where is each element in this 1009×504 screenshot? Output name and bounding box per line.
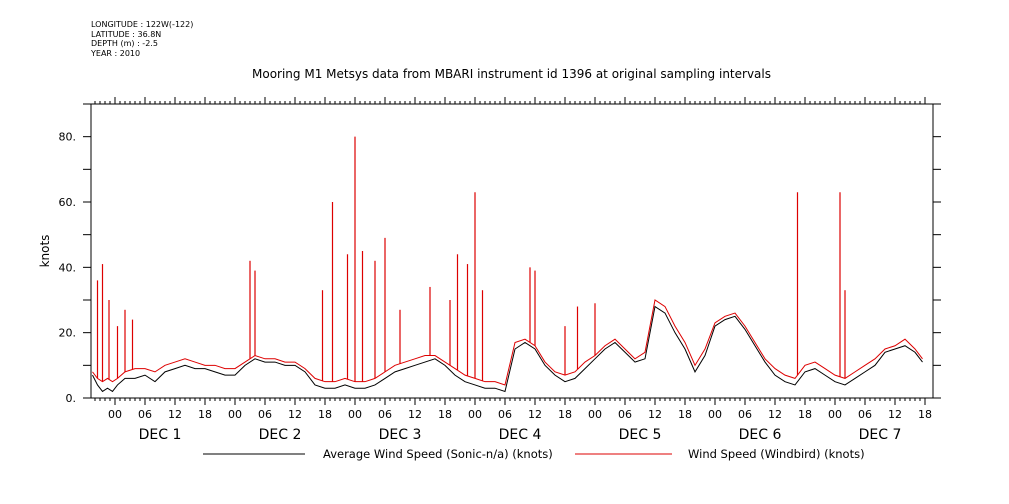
x-tick-label: 12 xyxy=(888,408,902,421)
plot-frame xyxy=(90,103,934,399)
x-tick-label: 12 xyxy=(168,408,182,421)
day-label: DEC 2 xyxy=(259,427,302,443)
windbird-spikes xyxy=(96,136,846,382)
day-label: DEC 7 xyxy=(859,427,902,443)
y-tick-label: 80. xyxy=(59,131,77,144)
legend-windbird-label: Wind Speed (Windbird) (knots) xyxy=(688,447,865,461)
legend-sonic-label: Average Wind Speed (Sonic-n/a) (knots) xyxy=(323,447,553,461)
x-tick-label: 06 xyxy=(498,408,512,421)
chart-title: Mooring M1 Metsys data from MBARI instru… xyxy=(252,67,771,81)
x-tick-label: 18 xyxy=(558,408,572,421)
x-tick-label: 06 xyxy=(618,408,632,421)
x-tick-label: 18 xyxy=(318,408,332,421)
x-tick-label: 12 xyxy=(288,408,302,421)
x-tick-label: 06 xyxy=(258,408,272,421)
series-sonic-line xyxy=(92,305,923,393)
x-tick-label: 00 xyxy=(588,408,602,421)
depth-label: DEPTH (m) : -2.5 xyxy=(91,39,158,48)
x-tick-label: 06 xyxy=(858,408,872,421)
x-tick-label: 00 xyxy=(108,408,122,421)
x-tick-label: 12 xyxy=(408,408,422,421)
x-tick-label: 18 xyxy=(798,408,812,421)
x-tick-label: 12 xyxy=(648,408,662,421)
axis-ticks xyxy=(83,97,941,405)
series-windbird-line xyxy=(92,299,923,386)
x-tick-label: 00 xyxy=(828,408,842,421)
x-tick-label: 12 xyxy=(528,408,542,421)
y-tick-labels: 0. 20. 40. 60. 80. xyxy=(59,131,77,405)
x-tick-label: 12 xyxy=(768,408,782,421)
x-tick-label: 00 xyxy=(228,408,242,421)
year-label: YEAR : 2010 xyxy=(91,48,141,58)
x-tick-label: 06 xyxy=(378,408,392,421)
x-tick-label: 18 xyxy=(918,408,932,421)
x-tick-label: 06 xyxy=(738,408,752,421)
x-tick-label: 18 xyxy=(198,408,212,421)
day-label: DEC 6 xyxy=(739,427,782,443)
day-label: DEC 1 xyxy=(139,427,182,443)
day-label: DEC 4 xyxy=(499,427,542,443)
x-tick-label: 00 xyxy=(708,408,722,421)
x-tick-label: 00 xyxy=(348,408,362,421)
y-tick-label: 0. xyxy=(66,392,77,405)
y-tick-label: 40. xyxy=(59,261,77,274)
day-labels: DEC 1 DEC 2 DEC 3 DEC 4 DEC 5 DEC 6 DEC 7 xyxy=(139,427,902,443)
x-tick-label: 18 xyxy=(678,408,692,421)
x-tick-labels: 00 06 12 18 00 06 12 18 00 06 12 18 00 06 12 18 00 06 12 18… xyxy=(108,408,932,421)
longitude-label: LONGITUDE : 122W(-122) xyxy=(91,20,194,29)
x-tick-label: 06 xyxy=(138,408,152,421)
y-tick-label: 60. xyxy=(59,196,77,209)
day-label: DEC 5 xyxy=(619,427,662,443)
latitude-label: LATITUDE : 36.8N xyxy=(91,29,162,39)
day-label: DEC 3 xyxy=(379,427,422,443)
x-tick-label: 18 xyxy=(438,408,452,421)
y-tick-label: 20. xyxy=(59,327,77,340)
x-tick-label: 00 xyxy=(468,408,482,421)
metadata-block: LONGITUDE : 122W(-122) LATITUDE : 36.8N … xyxy=(91,20,193,58)
y-axis-label: knots xyxy=(38,235,52,268)
